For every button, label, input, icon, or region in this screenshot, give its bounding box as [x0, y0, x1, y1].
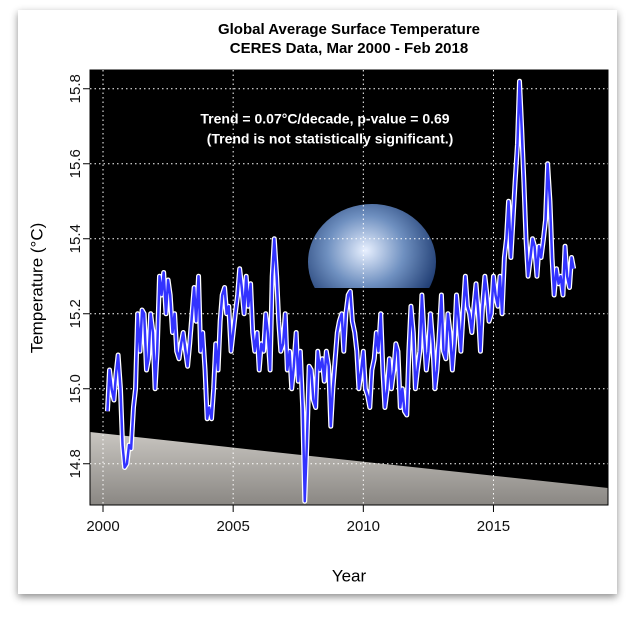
annotation: Trend = 0.07°C/decade, p-value = 0.69: [200, 111, 449, 127]
y-tick-label: 15.0: [67, 374, 84, 403]
annotation-note: (Trend is not statistically significant.…: [207, 131, 454, 147]
y-tick-label: 15.6: [67, 149, 84, 178]
y-tick-label: 15.4: [67, 224, 84, 253]
moon-surface: [90, 432, 608, 505]
chart-title: Global Average Surface Temperature: [218, 21, 480, 38]
plot-frame: [89, 69, 609, 506]
y-tick-label: 14.8: [67, 449, 84, 478]
x-tick-label: 2005: [216, 518, 249, 535]
y-axis-label: Temperature (°C): [27, 223, 46, 354]
y-tick-label: 15.2: [67, 299, 84, 328]
y-tick-label: 15.8: [67, 74, 84, 103]
earth: [308, 204, 436, 288]
x-tick-label: 2015: [477, 518, 510, 535]
series-line: [106, 80, 575, 503]
x-tick-label: 2000: [86, 518, 119, 535]
x-axis-label: Year: [332, 566, 367, 585]
x-tick-label: 2010: [347, 518, 380, 535]
chart-subtitle: CERES Data, Mar 2000 - Feb 2018: [230, 40, 468, 57]
